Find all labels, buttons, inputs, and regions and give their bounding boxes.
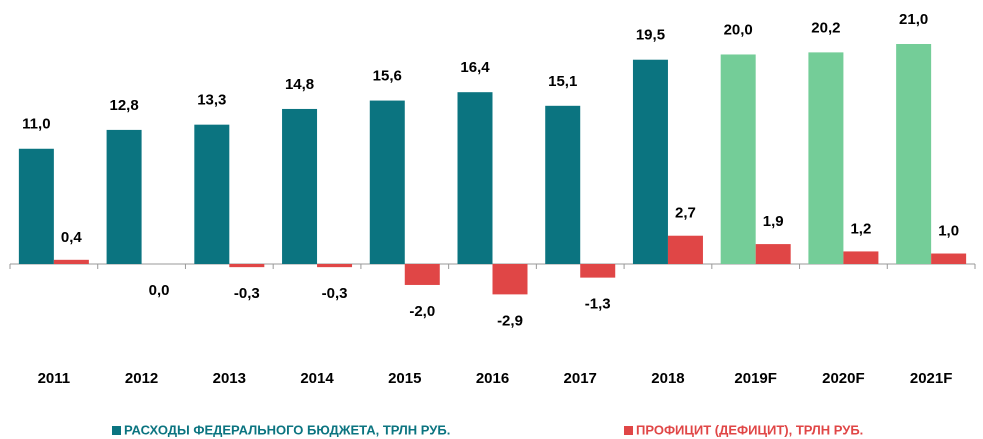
- bar: [53, 259, 89, 264]
- x-tick-label: 2019F: [734, 370, 777, 387]
- bar: [194, 124, 230, 265]
- data-label: -0,3: [234, 285, 260, 302]
- data-label: 20,0: [724, 21, 753, 38]
- bar: [896, 44, 932, 264]
- legend-label: ПРОФИЦИТ (ДЕФИЦИТ), ТРЛН РУБ.: [636, 422, 863, 437]
- x-tick-label: 2014: [300, 370, 334, 387]
- x-tick-label: 2013: [213, 370, 246, 387]
- bar: [492, 264, 528, 295]
- bar: [18, 148, 54, 264]
- x-tick-label: 2016: [476, 370, 509, 387]
- bar: [545, 105, 581, 264]
- data-label: 13,3: [197, 92, 226, 109]
- data-label: 2,7: [675, 205, 696, 222]
- bar: [369, 100, 405, 264]
- bar: [229, 264, 265, 268]
- x-tick-label: 2020F: [822, 370, 865, 387]
- data-label: 16,4: [460, 59, 490, 76]
- bar: [317, 264, 353, 268]
- data-label: 19,5: [636, 27, 665, 44]
- x-tick-label: 2018: [651, 370, 684, 387]
- data-label: 20,2: [811, 19, 840, 36]
- data-label: 15,1: [548, 73, 577, 90]
- data-label: 11,0: [22, 116, 50, 133]
- data-label: 15,6: [373, 68, 402, 85]
- data-label: 0,0: [149, 282, 170, 299]
- data-label: 21,0: [899, 11, 928, 28]
- x-tick-label: 2015: [388, 370, 421, 387]
- data-label: 1,9: [763, 213, 784, 230]
- x-tick-label: 2012: [125, 370, 158, 387]
- bar: [404, 264, 440, 285]
- legend-label: РАСХОДЫ ФЕДЕРАЛЬНОГО БЮДЖЕТА, ТРЛН РУБ.: [124, 422, 450, 437]
- bar: [282, 108, 318, 264]
- data-label: 14,8: [285, 76, 314, 93]
- x-tick-label: 2011: [38, 370, 71, 387]
- data-label: -1,3: [585, 296, 611, 313]
- data-label: -0,3: [322, 285, 348, 302]
- bar: [931, 253, 967, 264]
- data-label: 1,2: [850, 220, 871, 237]
- data-label: 1,0: [938, 222, 959, 239]
- bar: [106, 129, 142, 264]
- data-label: 12,8: [109, 97, 138, 114]
- legend-swatch: [624, 426, 633, 435]
- data-label: -2,0: [409, 303, 435, 320]
- bar: [720, 54, 756, 264]
- bar: [808, 52, 844, 264]
- legend-swatch: [112, 426, 121, 435]
- x-tick-label: 2021F: [910, 370, 953, 387]
- bar: [632, 59, 668, 264]
- bar: [667, 235, 703, 264]
- data-label: -2,9: [497, 312, 523, 329]
- data-label: 0,4: [61, 229, 83, 246]
- bar: [843, 251, 879, 264]
- x-tick-label: 2017: [564, 370, 597, 387]
- bar: [457, 92, 493, 264]
- bar: [580, 264, 616, 278]
- bar: [755, 244, 791, 264]
